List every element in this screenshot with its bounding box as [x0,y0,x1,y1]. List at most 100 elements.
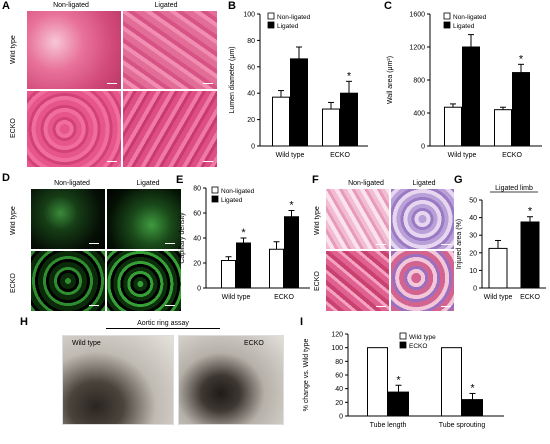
panel-c-label: C [384,0,392,12]
chart-g-x-tick-label: ECKO [520,294,540,301]
chart-b-bar [290,58,308,147]
chart-b-y-axis-label: Lumen diameter (μm) [229,46,236,113]
chart-c-legend-swatch [443,12,451,20]
panel-f-image-ecko-nonligated [325,250,390,312]
chart-g-x-tick-label: Wild type [484,294,513,301]
chart-b-bar [272,96,290,147]
panel-g-chart: 0 10 20 30 40 50 Injured area (%) Wild type * ECK… [456,185,546,301]
chart-i-legend-swatch [399,332,407,340]
chart-b-y-tick-label: 80 [247,38,255,45]
panel-f-row-header-1: Wild type [314,206,321,236]
chart-g-bar [520,221,540,289]
panel-h-image-wild-type [62,335,174,425]
chart-e-x-tick-label: ECKO [274,294,294,301]
chart-e-legend-label: Ligated [221,197,243,204]
chart-i-significance-mark: * [396,374,401,386]
chart-g-y-tick-label: 10 [469,268,477,275]
chart-c-y-tick-label: 1200 [409,45,425,52]
panel-g-label: G [454,174,463,186]
panel-h-title: Aortic ring assay [137,320,189,327]
chart-g-y-axis-label: Injured area (%) [456,219,463,269]
chart-c-x-tick-label: Wild type [448,152,477,159]
chart-c-y-tick-label: 0 [421,144,425,151]
chart-b-y-tick-label: 100 [243,12,255,19]
chart-i-y-tick-label: 120 [331,332,343,339]
chart-e-significance-mark: * [289,200,294,212]
chart-c-bar [512,72,530,147]
chart-b-y-tick-label: 0 [251,144,255,151]
panel-d-label: D [2,172,10,184]
chart-i-significance-mark: * [470,382,475,394]
chart-i-y-tick-label: 60 [335,373,343,380]
chart-e-legend-label: Non-ligated [221,188,255,195]
chart-i-y-tick-label: 40 [335,386,343,393]
chart-e-bar [269,248,284,289]
chart-g-significance-mark: * [528,206,533,218]
chart-e-y-tick-label: 20 [193,261,201,268]
chart-i-y-tick-label: 100 [331,345,343,352]
panel-d-row-header-1: Wild type [10,206,17,236]
chart-g-bar [488,247,508,289]
chart-b-bar [340,92,358,147]
chart-e-significance-mark: * [241,227,246,239]
chart-e-bar [284,216,299,289]
chart-e-y-tick-label: 80 [193,186,201,193]
chart-e-y-tick-label: 40 [193,236,201,243]
panel-f-image-wt-ligated [390,188,455,250]
panel-f-col-header-1: Non-ligated [348,180,384,187]
chart-i-legend-label: Wild type [409,334,436,341]
chart-c-y-tick-label: 800 [413,78,425,85]
panel-d-image-ecko-nonligated [30,250,106,312]
chart-b-legend-label: Ligated [277,23,299,30]
panel-i-label: I [300,316,304,328]
chart-i-bar [441,347,462,417]
panel-d-image-wt-nonligated [30,188,106,250]
chart-e-y-tick-label: 60 [193,211,201,218]
chart-e-y-axis-label: Capillary density [179,212,186,264]
panel-a-row-header-1: Wild type [10,35,17,65]
panel-d-row-header-2: ECKO [10,273,17,293]
panel-b-label: B [228,0,236,12]
chart-c-y-tick-label: 1600 [409,12,425,19]
chart-e-x-tick-label: Wild type [222,294,251,301]
chart-i-legend-label: ECKO [409,343,427,350]
chart-i-y-tick-label: 0 [339,414,343,421]
chart-c-significance-mark: * [519,53,524,65]
chart-g-y-tick-label: 30 [469,233,477,240]
panel-e-chart: 0 20 40 60 80 Capillary density * Wild type * ECK… [179,186,310,301]
panel-a-label: A [2,0,10,12]
chart-g-y-tick-label: 40 [469,215,477,222]
chart-b-y-tick-label: 40 [247,91,255,98]
panel-f-row-header-2: ECKO [314,271,321,291]
chart-i-bar [367,347,388,417]
panel-a-col-header-1: Non-ligated [53,2,89,9]
panel-a-image-wt-nonligated [26,10,122,90]
panel-a-image-wt-ligated [122,10,218,90]
panel-i-chart: 0 20 40 60 80 100 120 % change vs. Wild type * Tu… [303,332,504,429]
chart-b-bar [322,108,340,147]
chart-c-y-tick-label: 400 [413,111,425,118]
chart-g-y-tick-label: 20 [469,250,477,257]
panel-d-col-header-1: Non-ligated [54,180,90,187]
panel-a-image-ecko-nonligated [26,90,122,168]
chart-c-legend-label: Ligated [453,23,475,30]
chart-b-x-tick-label: Wild type [276,152,305,159]
chart-c-bar [462,46,480,147]
chart-i-bar [462,399,483,417]
chart-b-y-tick-label: 20 [247,117,255,124]
chart-e-bar [236,242,251,289]
chart-c-x-tick-label: ECKO [502,152,522,159]
panel-h-right-label: ECKO [244,340,264,347]
chart-b-legend-swatch [267,12,275,20]
chart-i-y-tick-label: 80 [335,359,343,366]
panel-f-image-wt-nonligated [325,188,390,250]
chart-c-legend-label: Non-ligated [453,14,487,21]
panel-d-col-header-2: Ligated [136,180,160,187]
panel-e-label: E [176,174,184,186]
chart-e-bar [221,260,236,289]
chart-c-y-axis-label: Wall area (μm²) [387,56,394,104]
panel-b-chart: 0 20 40 60 80 100 Lumen diameter (μm) Wild type… [229,12,368,159]
panel-d-image-ecko-ligated [106,250,182,312]
chart-g-y-tick-label: 50 [469,198,477,205]
chart-e-y-tick-label: 0 [197,286,201,293]
